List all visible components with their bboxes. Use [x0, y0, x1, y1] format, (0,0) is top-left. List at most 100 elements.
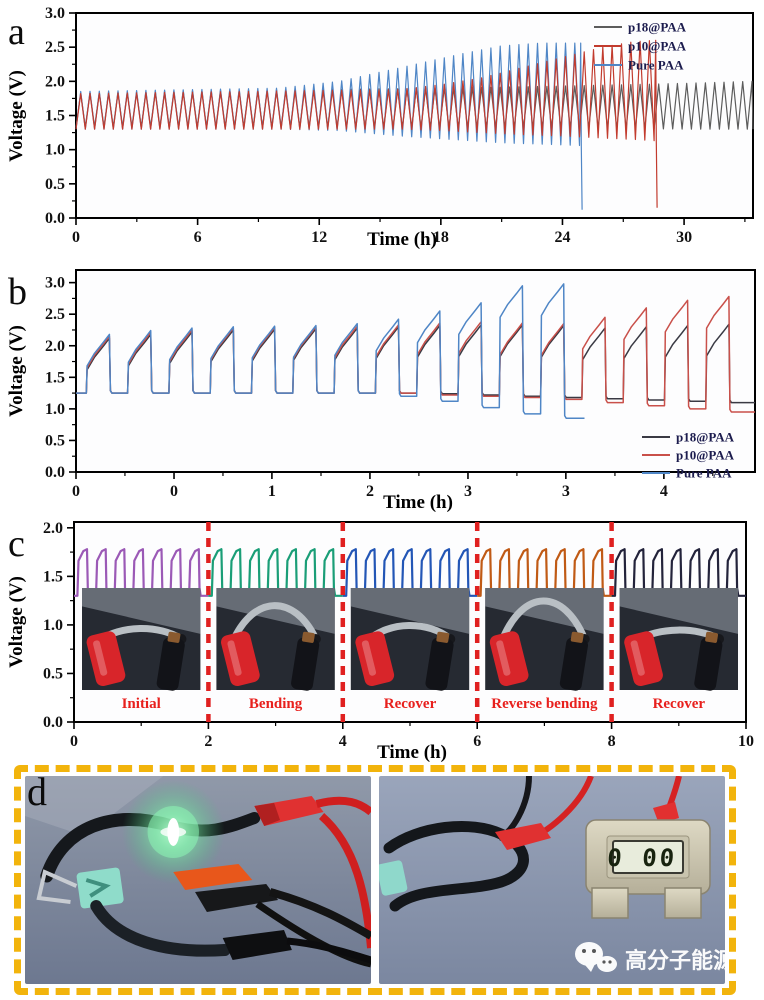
- chart-panel-b: b 0 0 1 2 3 3 4 0.0 0.5 1.0 1.5 2.0 2.5 3.0 Time (h) Vol…: [6, 269, 756, 512]
- x-tick-label: 2: [204, 733, 212, 750]
- series-Pure PAA: [76, 283, 585, 420]
- x-tick-label: 6: [473, 733, 481, 750]
- chart-panel-c: c 0 2 4 6 8 10 0.0 0.5 1.0 1.5 2.0 Time (h) Voltage (…: [6, 520, 754, 762]
- clip-copper-tip: [301, 631, 315, 643]
- y-axis-title: Voltage (V): [6, 325, 27, 417]
- y-tick-label: 0.0: [45, 464, 65, 481]
- red-alligator-clip: [220, 631, 260, 687]
- x-tick-label: 4: [339, 733, 347, 750]
- x-tick-label: 0: [70, 733, 78, 750]
- light-patch: [350, 588, 470, 634]
- y-tick-label: 1.0: [45, 401, 65, 418]
- light-patch: [619, 588, 738, 634]
- inset-photo: [619, 588, 738, 691]
- red-wire: [315, 796, 371, 816]
- x-tick-label: 6: [194, 229, 202, 246]
- x-tick-label: 0: [72, 483, 80, 500]
- legend-label: Pure PAA: [628, 58, 684, 73]
- timer-leg: [664, 887, 702, 919]
- chart-panel-a: a 0 6 12 18 24 30 0.0 0.5 1.0 1.5 2.0 2.5 3.0 Time (h)…: [6, 5, 754, 250]
- binder-clip-handle: [36, 869, 78, 904]
- clip-copper-tip: [436, 631, 450, 643]
- y-tick-label: 1.0: [45, 142, 65, 159]
- series-p10@PAA: [75, 39, 658, 208]
- digital-timer: 0 00: [585, 819, 711, 919]
- red-alligator-clip: [86, 631, 126, 687]
- clip-highlight: [630, 640, 645, 676]
- black-alligator-clip: [559, 631, 589, 691]
- y-tick-label: 0.0: [45, 210, 65, 227]
- binder-clip-mark: [85, 878, 111, 898]
- red-alligator-clip: [355, 631, 395, 687]
- x-axis-title: Time (h): [383, 492, 453, 512]
- y-tick-label: 0.5: [45, 176, 65, 193]
- stage-label: Recover: [384, 696, 437, 712]
- red-alligator-clip: [495, 823, 551, 850]
- x-tick-label: 10: [738, 733, 754, 750]
- inset-photo: [485, 588, 604, 691]
- inset-photo: [82, 588, 201, 691]
- legend-label: p18@PAA: [676, 430, 735, 445]
- x-tick-label: 30: [676, 229, 692, 246]
- y-axis-title: Voltage (V): [6, 70, 27, 162]
- battery-strip: [229, 602, 320, 645]
- y-tick-label: 1.5: [45, 369, 65, 386]
- x-tick-label: 2: [366, 483, 374, 500]
- black-wire: [286, 937, 371, 964]
- series-p10@PAA: [76, 295, 755, 413]
- legend-label: p18@PAA: [628, 20, 687, 35]
- black-alligator-clip: [425, 631, 454, 691]
- red-alligator-clip: [624, 631, 663, 687]
- x-tick-label: 3: [562, 483, 570, 500]
- legend-label: Pure PAA: [676, 466, 732, 481]
- red-clip-tip: [653, 802, 679, 824]
- y-tick-label: 1.0: [43, 617, 63, 634]
- x-tick-label: 3: [464, 483, 472, 500]
- clip-copper-tip: [167, 631, 181, 643]
- led-core: [160, 827, 187, 837]
- battery-strip: [383, 821, 529, 912]
- light-patch: [82, 588, 201, 634]
- x-tick-label: 8: [608, 733, 616, 750]
- photo-led-circuit: [25, 776, 371, 984]
- x-axis-title: Time (h): [377, 742, 447, 762]
- plot-frame: [75, 269, 756, 473]
- panel-label-c: c: [8, 523, 25, 565]
- legend-label: p10@PAA: [628, 39, 687, 54]
- x-tick-label: 12: [311, 229, 327, 246]
- timer-leg: [591, 887, 629, 919]
- x-tick-label: 24: [554, 229, 570, 246]
- clip-highlight: [496, 640, 511, 676]
- red-alligator-clip: [489, 631, 529, 687]
- photo-timer-circuit: 0 00 高分子能源: [379, 776, 725, 984]
- black-alligator-clip: [291, 631, 320, 691]
- lcd-screen: [612, 840, 684, 874]
- x-axis-title: Time (h): [367, 229, 437, 250]
- y-tick-label: 2.5: [45, 306, 65, 323]
- clip-copper-tip: [570, 631, 584, 643]
- y-tick-label: 2.0: [45, 73, 65, 90]
- x-tick-label: 0: [170, 483, 178, 500]
- x-tick-label: 4: [660, 483, 668, 500]
- x-tick-label: 1: [268, 483, 276, 500]
- y-tick-label: 2.0: [45, 338, 65, 355]
- panel-d-yellow-dashed-box: 0 00 高分子能源: [14, 765, 736, 995]
- panel-label-b: b: [8, 271, 27, 313]
- y-tick-label: 1.5: [45, 108, 65, 125]
- y-tick-label: 3.0: [45, 5, 65, 22]
- y-tick-label: 0.0: [43, 714, 63, 731]
- black-alligator-clip: [694, 631, 723, 691]
- teal-binder-clip: [379, 860, 408, 896]
- black-alligator-clip: [195, 884, 279, 912]
- y-axis-title: Voltage (V): [6, 576, 27, 668]
- y-tick-label: 2.5: [45, 39, 65, 56]
- panel-label-d: d: [27, 769, 47, 814]
- y-tick-label: 3.0: [45, 275, 65, 292]
- stage-label: Reverse bending: [491, 696, 598, 712]
- clip-highlight: [227, 640, 242, 676]
- wechat-chat-bubbles-icon: [575, 942, 617, 972]
- orange-clip: [173, 864, 253, 890]
- black-alligator-clip: [156, 631, 185, 691]
- light-patch: [25, 776, 164, 836]
